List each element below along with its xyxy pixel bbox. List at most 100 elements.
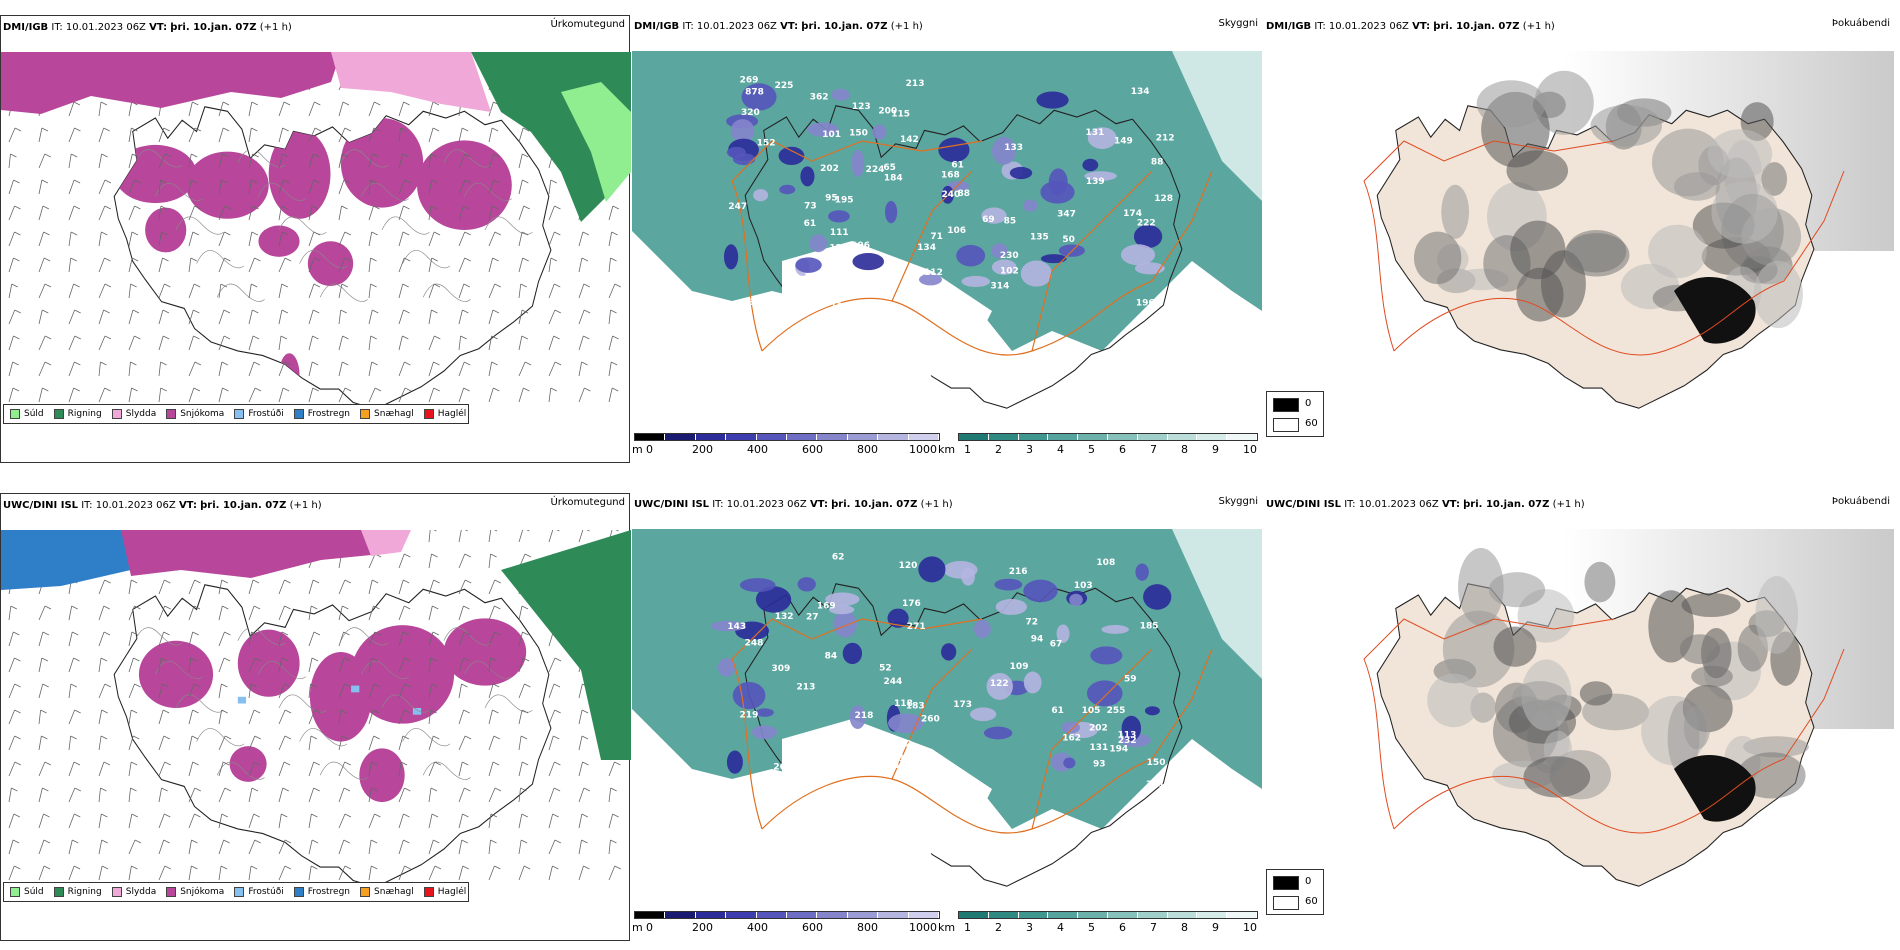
legend-label: Snæhagl: [374, 409, 414, 419]
legend-swatch: [234, 887, 245, 897]
legend-swatch: [293, 887, 304, 897]
legend-label: Haglél: [437, 409, 467, 419]
legend-label: Rigning: [67, 409, 102, 419]
fog-cell: [1413, 231, 1462, 285]
ceiling-cell: [983, 726, 1013, 740]
legend-label: Snjókoma: [180, 409, 225, 419]
lead-time: (+1 h): [289, 500, 322, 511]
legend-label: Súld: [24, 887, 44, 897]
visibility-tick: 10: [1243, 443, 1257, 456]
ceiling-label: 142: [900, 135, 919, 145]
snow-cell: [359, 748, 405, 803]
ceiling-label: 116: [892, 754, 911, 764]
ceiling-cell: [795, 257, 822, 273]
ceiling-label: 128: [894, 761, 913, 771]
fog-swatch: [1273, 876, 1299, 890]
legend-swatch: [53, 887, 64, 897]
ceiling-label: 183: [906, 702, 925, 712]
ceiling-tick: 400: [747, 921, 768, 934]
ceiling-tick: 200: [692, 921, 713, 934]
fog-cell: [1516, 267, 1564, 322]
ceiling-cell: [751, 725, 777, 740]
ceiling-label: 225: [775, 81, 794, 91]
fog-cell: [1510, 220, 1566, 280]
fog-cell: [1458, 547, 1504, 626]
ceiling-cell: [991, 136, 1016, 165]
ceiling-cell: [1143, 584, 1172, 610]
ceiling-cell: [888, 713, 924, 734]
ceiling-label: 61: [951, 161, 964, 171]
fog-cell: [1707, 129, 1773, 179]
visibility-tick: 6: [1119, 921, 1126, 934]
fog-cell: [1681, 592, 1741, 618]
fog-cell: [1683, 705, 1711, 750]
legend-swatch: [360, 409, 371, 419]
fog-core: [1674, 277, 1756, 344]
ceiling-label: 174: [1123, 209, 1142, 219]
ceiling-cell: [828, 604, 855, 615]
field-name: Úrkomutegund: [550, 497, 625, 508]
snow-area: [1, 52, 341, 114]
legend-item: Súld: [10, 887, 44, 897]
ceiling-label: 109: [1010, 662, 1029, 672]
ceiling-label: 102: [1000, 266, 1019, 276]
visibility-tick: 8: [1181, 921, 1188, 934]
legend-label: Frostúði: [248, 887, 284, 897]
frz-rain-area: [1, 530, 141, 590]
visibility-tick: 5: [1088, 443, 1095, 456]
legend-label: Slydda: [125, 409, 157, 419]
frz-drizzle-cell: [412, 708, 422, 715]
ceiling-cell: [1056, 624, 1070, 643]
ceiling-cell: [1090, 646, 1123, 665]
ceiling-cell: [809, 234, 828, 253]
ceiling-cell: [1121, 715, 1142, 741]
ceiling-cell: [833, 610, 857, 638]
precip-type-legend: Súld Rigning Slydda Snjókoma Frostúði Frostre…: [3, 404, 469, 424]
valid-time-label: VT:: [1412, 21, 1431, 32]
init-time-value: 10.01.2023 06Z: [726, 499, 807, 510]
visibility-tick: 8: [1181, 443, 1188, 456]
legend-item: Slydda: [111, 409, 157, 419]
ceiling-cell: [1069, 593, 1083, 607]
snow-cell: [417, 140, 512, 230]
legend-label: Haglél: [437, 887, 467, 897]
ceiling-label: 128: [1154, 194, 1173, 204]
legend-item: Súld: [10, 409, 44, 419]
map-area: [1264, 51, 1894, 431]
ceiling-cell: [941, 643, 957, 661]
ceiling-cell: [726, 750, 743, 774]
legend-item: Snjókoma: [166, 887, 224, 897]
ceiling-label: 269: [740, 75, 759, 85]
fog-cell: [1711, 181, 1778, 244]
ceiling-tick: 600: [802, 443, 823, 456]
fog-swatch: [1273, 398, 1299, 412]
ceiling-label: 212: [1156, 134, 1175, 144]
ceiling-label: 139: [1086, 177, 1105, 187]
ceiling-label: 112: [830, 302, 849, 312]
ceiling-label: 88: [958, 189, 971, 199]
ceiling-label: 271: [907, 622, 926, 632]
visibility-tick: 2: [995, 443, 1002, 456]
ceiling-cell: [800, 166, 815, 187]
visibility-colorbar: [958, 911, 1258, 919]
legend-item: Frostúði: [234, 409, 284, 419]
legend-swatch: [166, 887, 177, 897]
valid-time-label: VT:: [178, 500, 197, 511]
ceiling-cell: [842, 642, 863, 665]
ceiling-label: 78: [846, 285, 859, 295]
panel-header: DMI/IGB IT: 10.01.2023 06Z VT: þri. 10.j…: [1266, 21, 1555, 32]
panel-visibility: DMI/IGB IT: 10.01.2023 06Z VT: þri. 10.j…: [632, 15, 1262, 463]
snow-cell: [138, 640, 214, 708]
valid-time-value: þri. 10.jan. 07Z: [170, 22, 257, 33]
valid-time-label: VT:: [780, 21, 799, 32]
visibility-tick: 6: [1119, 443, 1126, 456]
ceiling-label: 219: [740, 711, 759, 721]
valid-time-value: þri. 10.jan. 07Z: [801, 21, 888, 32]
fog-cell: [1761, 162, 1788, 196]
ceiling-label: 133: [742, 298, 761, 308]
fog-cell: [1648, 224, 1707, 279]
legend-swatch: [360, 887, 371, 897]
fog-cell: [1442, 610, 1515, 688]
ceiling-cell: [1084, 171, 1117, 181]
